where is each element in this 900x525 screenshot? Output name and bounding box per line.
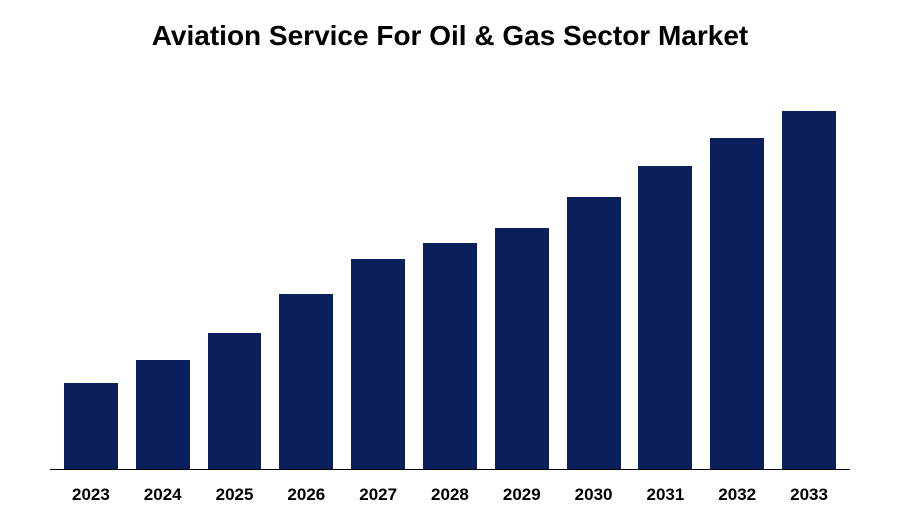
x-axis-label: 2027: [342, 485, 414, 505]
x-axis-label: 2030: [558, 485, 630, 505]
bars-wrapper: [50, 80, 850, 469]
bar-2023: [64, 383, 118, 469]
bar-2024: [136, 360, 190, 469]
bar-2032: [710, 138, 764, 469]
x-axis-label: 2033: [773, 485, 845, 505]
bar-2027: [351, 259, 405, 469]
x-axis-label: 2028: [414, 485, 486, 505]
bar-2026: [279, 294, 333, 469]
bar-2033: [782, 111, 836, 469]
bar-slot: [486, 80, 558, 469]
x-axis-label: 2024: [127, 485, 199, 505]
x-axis-label: 2032: [701, 485, 773, 505]
x-axis-labels: 2023202420252026202720282029203020312032…: [50, 485, 850, 505]
bar-2029: [495, 228, 549, 469]
bar-slot: [773, 80, 845, 469]
bar-slot: [55, 80, 127, 469]
x-axis-label: 2023: [55, 485, 127, 505]
bar-slot: [270, 80, 342, 469]
x-axis-label: 2031: [630, 485, 702, 505]
bar-slot: [127, 80, 199, 469]
bar-slot: [630, 80, 702, 469]
x-axis-label: 2029: [486, 485, 558, 505]
bar-slot: [701, 80, 773, 469]
bar-slot: [342, 80, 414, 469]
plot-area: [50, 80, 850, 470]
x-axis-label: 2026: [270, 485, 342, 505]
bar-slot: [558, 80, 630, 469]
x-axis-label: 2025: [199, 485, 271, 505]
chart-container: Aviation Service For Oil & Gas Sector Ma…: [0, 0, 900, 525]
bar-2025: [208, 333, 262, 469]
bar-slot: [199, 80, 271, 469]
bar-2030: [567, 197, 621, 469]
chart-title: Aviation Service For Oil & Gas Sector Ma…: [0, 0, 900, 52]
bar-slot: [414, 80, 486, 469]
bar-2031: [638, 166, 692, 469]
bar-2028: [423, 243, 477, 469]
